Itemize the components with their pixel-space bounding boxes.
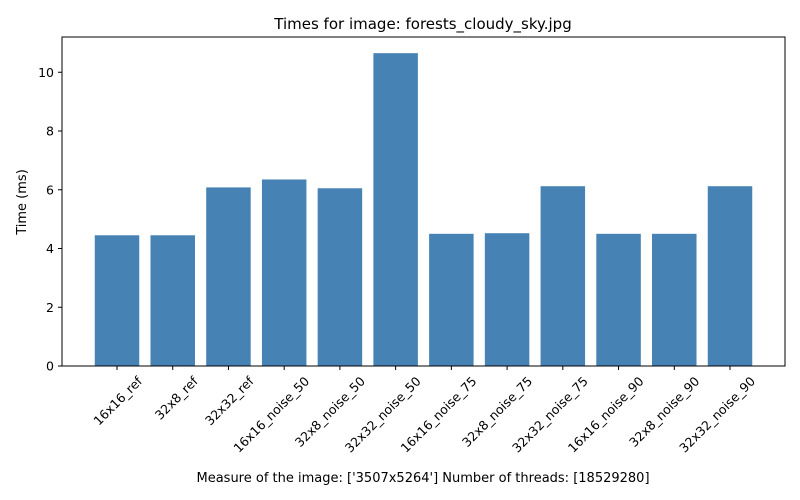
y-tick-label: 0 — [46, 359, 54, 374]
chart-title: Times for image: forests_cloudy_sky.jpg — [273, 15, 571, 34]
y-tick-label: 10 — [38, 65, 54, 80]
bar-16x16_noise_50 — [261, 179, 307, 366]
y-tick-label: 6 — [46, 182, 54, 197]
bar-32x8_noise_90 — [652, 233, 697, 366]
bar-16x16_noise_90 — [596, 233, 641, 366]
bar-32x32_ref — [206, 187, 251, 366]
y-tick-label: 8 — [46, 124, 54, 139]
bars-group — [94, 53, 753, 366]
bar-32x32_noise_90 — [707, 186, 753, 366]
x-axis-label: Measure of the image: ['3507x5264'] Numb… — [196, 471, 649, 486]
x-tick-label: 32x32_ref — [202, 373, 257, 428]
bar-32x8_noise_50 — [317, 188, 363, 366]
y-axis-label: Time (ms) — [15, 169, 30, 236]
plot-frame — [61, 36, 786, 367]
y-axis-ticks: 0 2 4 6 8 10 — [38, 65, 62, 374]
y-tick-label: 2 — [46, 300, 54, 315]
x-axis-ticks: 16x16_ref 32x8_ref 32x32_ref16x16_noise_50… — [90, 366, 758, 455]
bar-16x16_ref — [94, 235, 140, 366]
bar-32x32_noise_50 — [373, 53, 418, 366]
x-tick-label: 16x16_ref — [90, 373, 145, 428]
bar-32x8_noise_75 — [484, 233, 530, 366]
bar-32x8_ref — [150, 235, 195, 366]
y-tick-label: 4 — [46, 241, 54, 256]
bar-32x32_noise_75 — [540, 186, 586, 366]
x-tick-label: 32x8_ref — [152, 373, 202, 423]
bar-16x16_noise_75 — [429, 233, 474, 366]
